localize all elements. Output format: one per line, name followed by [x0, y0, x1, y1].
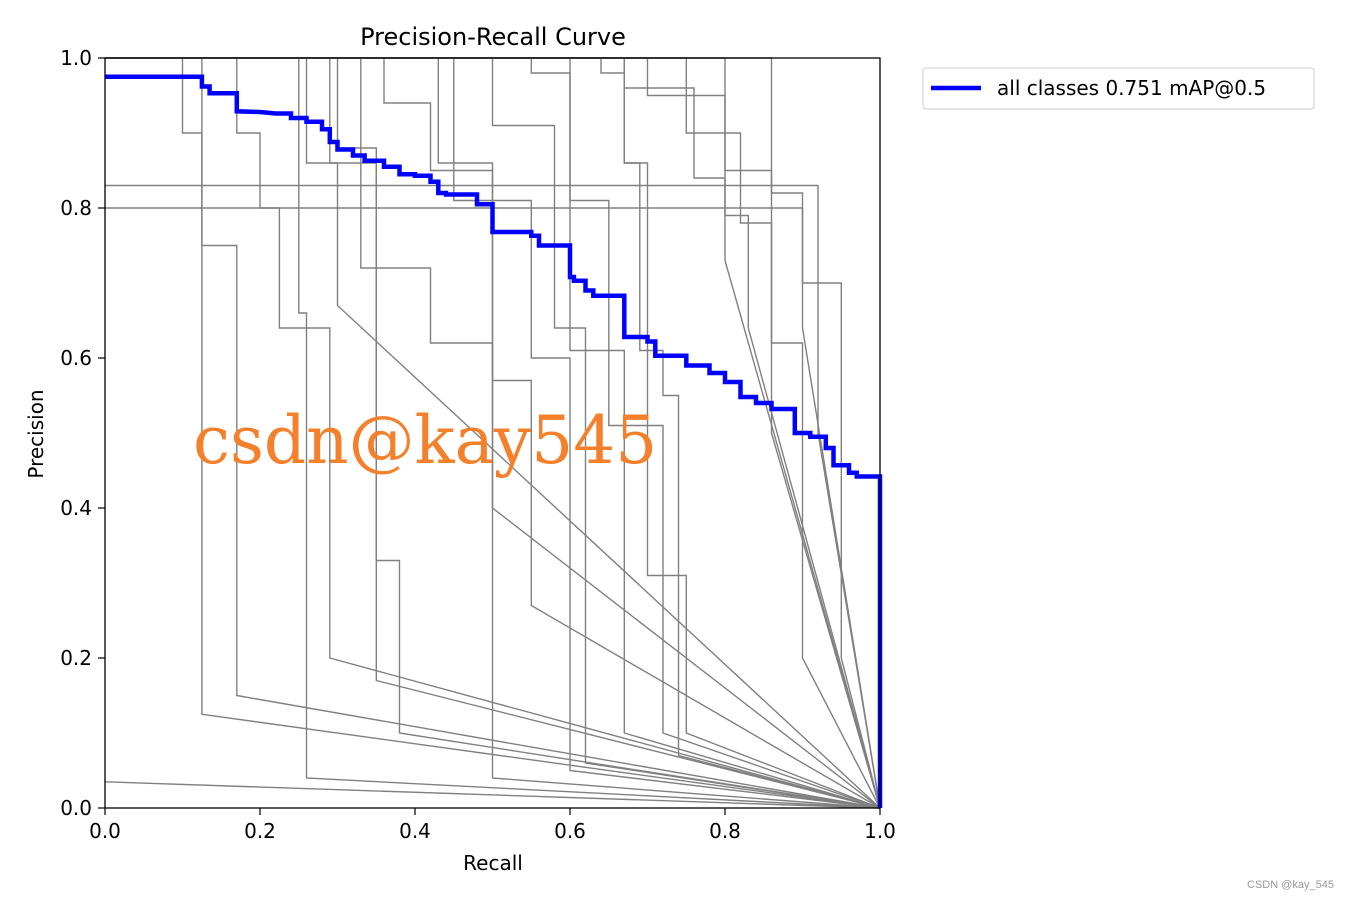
legend: all classes 0.751 mAP@0.5	[922, 67, 1315, 110]
series-line-class-13	[105, 57, 881, 809]
series-line-class-14	[105, 57, 881, 809]
x-tick-label: 0.8	[709, 819, 741, 843]
legend-box	[922, 67, 1315, 110]
series-line-class-9	[105, 57, 881, 809]
y-tick-label: 1.0	[60, 46, 92, 70]
series-line-class-16	[105, 57, 881, 809]
series-line-class-4	[105, 57, 881, 809]
series-line-class-20	[105, 57, 881, 809]
x-tick-label: 1.0	[864, 819, 896, 843]
series-line-class-10	[105, 57, 881, 809]
plot-frame	[104, 57, 881, 809]
x-tick-label: 0.0	[89, 819, 121, 843]
series-line-class-12	[105, 57, 881, 809]
credit-text: CSDN @kay_545	[1247, 879, 1334, 891]
x-tick-label: 0.2	[244, 819, 276, 843]
chart-title: Precision-Recall Curve	[360, 23, 626, 51]
summary-curve-group	[105, 74, 883, 808]
x-axis-label: Recall	[463, 851, 523, 875]
y-tick-label: 0.8	[60, 196, 92, 220]
class-curves-group	[104, 57, 881, 809]
y-tick-label: 0.6	[60, 346, 92, 370]
y-axis-label: Precision	[24, 389, 48, 478]
y-axis-ticks: 0.0 0.2 0.4 0.6 0.8 1.0	[60, 46, 105, 820]
series-line-class-19	[105, 57, 881, 809]
series-line-class-23	[105, 184, 881, 809]
y-tick-label: 0.2	[60, 646, 92, 670]
series-line-class-24	[104, 781, 881, 809]
legend-label: all classes 0.751 mAP@0.5	[997, 76, 1266, 100]
y-tick-label: 0.4	[60, 496, 92, 520]
series-line-class-22	[105, 207, 881, 809]
series-line-class-8	[105, 57, 881, 809]
x-axis-ticks: 0.0 0.2 0.4 0.6 0.8 1.0	[89, 808, 896, 843]
series-line-class-11	[105, 57, 881, 809]
x-tick-label: 0.6	[554, 819, 586, 843]
y-tick-label: 0.0	[60, 796, 92, 820]
x-tick-label: 0.4	[399, 819, 431, 843]
series-line-all-classes	[105, 74, 883, 808]
watermark-text: csdn@kay545	[193, 402, 657, 479]
